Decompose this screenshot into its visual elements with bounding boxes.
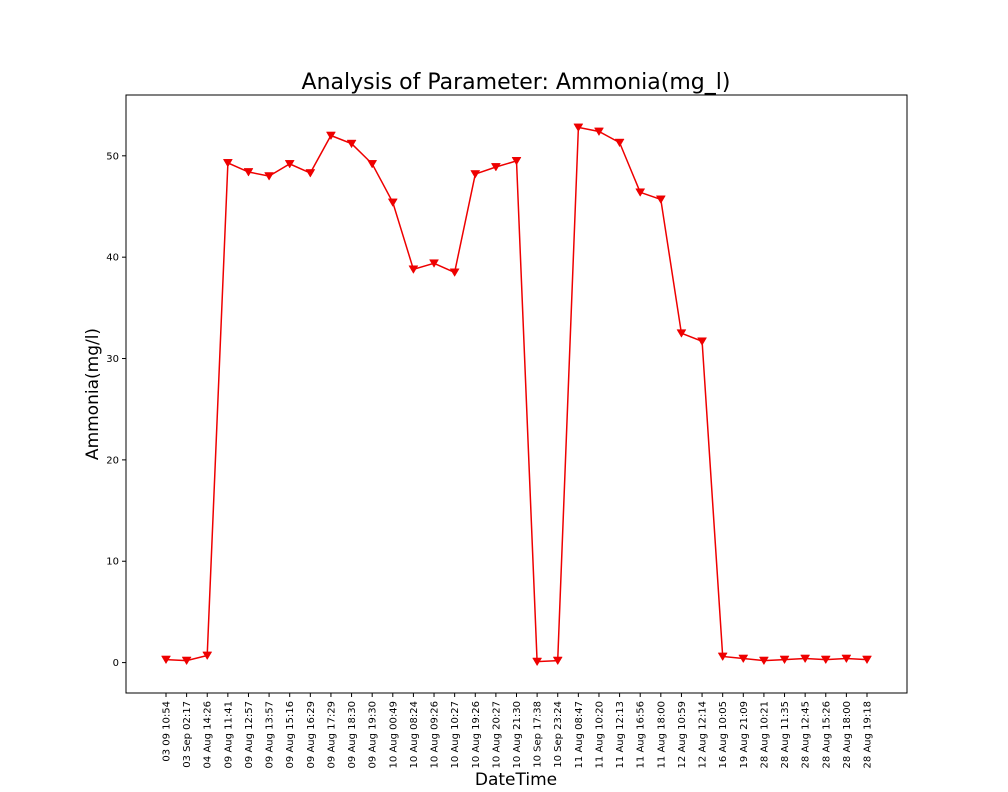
- data-point-10: [367, 160, 378, 169]
- data-point-25: [676, 329, 687, 338]
- x-axis: 03 09 10:54 03 Sep 02:17 04 Aug 14:26 09 Au…: [162, 693, 874, 768]
- x-tick-label-24: 11 Aug 18:00: [656, 701, 667, 768]
- data-point-0: [161, 655, 171, 665]
- x-tick-label-31: 28 Aug 12:45: [801, 701, 812, 768]
- data-point-22: [614, 138, 625, 148]
- data-point-32: [820, 655, 831, 665]
- y-axis-label: Ammonia(mg/l): [83, 328, 103, 460]
- data-point-27: [717, 652, 728, 662]
- data-point-1: [181, 656, 192, 666]
- x-tick-label-4: 09 Aug 12:57: [244, 701, 255, 768]
- series-ammonia: [161, 123, 872, 667]
- data-point-7: [305, 169, 316, 178]
- y-tick-label-0: 0: [113, 658, 119, 669]
- x-tick-label-23: 11 Aug 16:56: [636, 701, 647, 768]
- data-point-5: [264, 172, 275, 181]
- data-point-14: [449, 268, 460, 277]
- x-tick-label-21: 11 Aug 10:20: [594, 701, 605, 768]
- data-point-21: [594, 127, 604, 137]
- x-tick-label-10: 09 Aug 19:30: [368, 701, 379, 768]
- x-tick-label-18: 10 Sep 17:38: [533, 701, 544, 768]
- x-tick-label-3: 09 Aug 11:41: [223, 701, 234, 768]
- x-tick-label-29: 28 Aug 10:21: [759, 701, 770, 768]
- data-point-34: [862, 655, 872, 665]
- x-tick-label-14: 10 Aug 10:27: [450, 701, 461, 768]
- data-point-13: [429, 259, 439, 268]
- x-tick-label-7: 09 Aug 16:29: [306, 701, 317, 768]
- data-point-12: [408, 265, 419, 274]
- x-tick-label-19: 10 Sep 23:24: [553, 701, 564, 768]
- data-point-4: [243, 168, 254, 177]
- x-tick-label-32: 28 Aug 15:26: [821, 701, 832, 768]
- x-tick-label-0: 03 09 10:54: [162, 701, 173, 762]
- data-point-26: [697, 337, 707, 346]
- x-tick-label-33: 28 Aug 18:00: [842, 701, 853, 768]
- x-tick-label-12: 10 Aug 08:24: [409, 701, 420, 768]
- data-point-15: [470, 170, 481, 179]
- x-axis-label: DateTime: [475, 770, 557, 790]
- x-tick-label-17: 10 Aug 21:30: [512, 701, 523, 768]
- y-tick-label-5: 50: [106, 151, 119, 162]
- data-point-23: [635, 188, 646, 197]
- data-point-17: [511, 157, 522, 166]
- data-point-30: [779, 655, 790, 665]
- data-point-29: [758, 656, 769, 666]
- x-tick-label-13: 10 Aug 09:26: [430, 701, 441, 768]
- data-point-33: [841, 654, 852, 664]
- y-tick-label-4: 40: [106, 253, 119, 264]
- x-tick-label-26: 12 Aug 12:14: [698, 701, 709, 768]
- chart-title: Analysis of Parameter: Ammonia(mg_l): [302, 70, 731, 95]
- x-tick-label-15: 10 Aug 19:26: [471, 701, 482, 768]
- data-point-8: [326, 131, 336, 141]
- x-tick-label-16: 10 Aug 20:27: [491, 701, 502, 768]
- x-tick-label-2: 04 Aug 14:26: [203, 701, 214, 768]
- data-point-11: [387, 198, 398, 207]
- data-point-24: [655, 195, 666, 204]
- x-tick-label-28: 19 Aug 21:09: [739, 701, 750, 768]
- data-point-18: [532, 657, 543, 667]
- x-tick-label-34: 28 Aug 19:18: [863, 701, 874, 768]
- data-point-28: [738, 654, 749, 664]
- data-point-31: [800, 654, 811, 664]
- x-tick-label-9: 09 Aug 18:30: [347, 701, 358, 768]
- data-point-3: [222, 159, 233, 168]
- x-tick-label-22: 11 Aug 12:13: [615, 701, 626, 768]
- x-tick-label-6: 09 Aug 15:16: [285, 701, 296, 768]
- x-tick-label-25: 12 Aug 10:59: [677, 701, 688, 768]
- data-point-6: [284, 160, 295, 169]
- x-tick-label-27: 16 Aug 10:05: [718, 701, 729, 768]
- series-line-0: [165, 126, 868, 663]
- x-tick-label-20: 11 Aug 08:47: [574, 701, 585, 768]
- data-point-9: [346, 139, 357, 149]
- x-tick-label-1: 03 Sep 02:17: [182, 701, 193, 768]
- data-point-2: [202, 651, 213, 661]
- x-tick-label-11: 10 Aug 00:49: [388, 701, 399, 768]
- plot-area: [125, 94, 908, 694]
- x-tick-label-30: 28 Aug 11:35: [780, 701, 791, 768]
- x-tick-label-5: 09 Aug 13:57: [265, 701, 276, 768]
- y-axis: 0 10 20 30 40 50: [106, 151, 126, 669]
- data-point-19: [552, 656, 563, 666]
- y-tick-label-3: 30: [106, 354, 119, 365]
- data-point-16: [490, 163, 501, 172]
- x-tick-label-8: 09 Aug 17:29: [326, 701, 337, 768]
- data-point-20: [573, 123, 584, 132]
- y-tick-label-2: 20: [106, 455, 119, 466]
- y-tick-label-1: 10: [106, 557, 119, 568]
